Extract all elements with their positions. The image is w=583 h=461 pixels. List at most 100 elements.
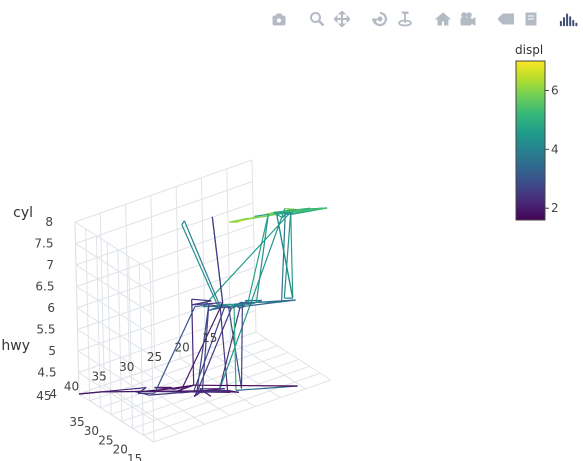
data-line-segment[interactable] [237, 219, 244, 223]
data-line-segment[interactable] [194, 304, 209, 308]
orbit-rotation-button[interactable] [370, 9, 390, 29]
data-line-segment[interactable] [193, 384, 298, 387]
data-line-segment[interactable] [191, 302, 223, 306]
data-line-segment[interactable] [233, 304, 237, 391]
data-line-segment[interactable] [179, 302, 224, 394]
plotly-logo-icon [559, 13, 578, 27]
data-line-segment[interactable] [208, 304, 221, 307]
hwy-tick-label: 25 [147, 350, 162, 364]
home-icon [435, 12, 451, 26]
colorbar: displ 2 4 6 [515, 43, 559, 221]
pan-icon [334, 11, 350, 27]
data-line-segment[interactable] [181, 220, 185, 225]
data-line-segment[interactable] [202, 211, 292, 308]
hwy-tick-label: 40 [64, 379, 79, 393]
grid-line [132, 365, 310, 429]
cyl-tick-label: 8 [45, 215, 53, 229]
grid-line [75, 181, 253, 244]
y-tick-label: 35 [69, 415, 84, 429]
grid-line [75, 264, 152, 314]
turntable-rotation-icon [398, 11, 412, 27]
data-line-segment[interactable] [196, 389, 228, 394]
grid-line [74, 159, 253, 223]
grid-line [104, 384, 180, 434]
hwy-tick-label: 30 [119, 360, 134, 374]
data-line-segment[interactable] [196, 307, 232, 393]
colorbar-title: displ [515, 43, 543, 57]
hwy-tick-label: 35 [92, 370, 107, 384]
tag-button[interactable] [496, 9, 516, 29]
data-line-segment[interactable] [244, 299, 249, 303]
grid-line [76, 307, 153, 357]
data-line-segment[interactable] [276, 214, 294, 299]
orbit-rotation-icon [372, 11, 388, 27]
data-line-segment[interactable] [228, 303, 243, 307]
colorbar-tick-label: 4 [551, 142, 559, 156]
data-line-segment[interactable] [193, 392, 198, 397]
data-line-segment[interactable] [183, 220, 221, 307]
movie-camera-icon [460, 12, 476, 26]
data-line-segment[interactable] [240, 304, 243, 389]
data-line-segment[interactable] [154, 306, 196, 394]
y-tick-label: 15 [127, 452, 142, 461]
grid-line [78, 331, 257, 395]
grid-line [255, 331, 332, 381]
grid-line [76, 224, 254, 287]
data-line-segment[interactable] [247, 214, 269, 303]
camera-icon [272, 13, 286, 26]
grid-line [75, 243, 151, 292]
cyl-tick-label: 7 [46, 258, 54, 272]
camera-button[interactable] [269, 9, 289, 29]
data-line-segment[interactable] [170, 386, 175, 390]
data-line-segment[interactable] [283, 212, 292, 299]
data-line-segment[interactable] [220, 305, 232, 309]
plotly-logo-button[interactable] [559, 9, 579, 29]
colorbar-gradient [515, 60, 546, 221]
y-tick-label: 20 [113, 443, 128, 457]
cyl-tick-label: 6 [47, 301, 55, 315]
data-line-segment[interactable] [174, 384, 194, 390]
colorbar-tick-label: 6 [551, 83, 559, 97]
data-line-segment[interactable] [290, 209, 305, 213]
tag-icon [498, 13, 514, 25]
zoom-icon [310, 12, 325, 27]
data-line-segment[interactable] [255, 214, 269, 303]
pan-button[interactable] [332, 9, 352, 29]
modebar [269, 8, 579, 30]
hwy-tick-label: 45 [36, 389, 51, 403]
grid-line [77, 267, 255, 330]
data-line-segment[interactable] [281, 214, 286, 303]
data-line-segment[interactable] [218, 307, 241, 391]
data-line-segment[interactable] [196, 304, 210, 393]
data-line-segment[interactable] [201, 304, 210, 391]
data-line-segment[interactable] [78, 391, 102, 395]
grid-line [143, 372, 321, 436]
data-line-segment[interactable] [276, 213, 283, 219]
grid-line [75, 202, 254, 266]
data-line-segment[interactable] [191, 298, 212, 302]
data-line-segment[interactable] [219, 306, 229, 391]
data-line-segment[interactable] [254, 213, 269, 217]
data-line-segment[interactable] [229, 217, 249, 223]
turntable-rotation-button[interactable] [395, 9, 415, 29]
zoom-button[interactable] [307, 9, 327, 29]
y-tick-label: 25 [98, 433, 113, 447]
data-line-segment[interactable] [218, 208, 286, 391]
data-line-segment[interactable] [101, 390, 203, 393]
grid-line [78, 393, 155, 443]
data-line-segment[interactable] [181, 224, 218, 305]
grid-line [76, 286, 152, 335]
data-line-segment[interactable] [250, 301, 257, 305]
home-button[interactable] [433, 9, 453, 29]
data-line-segment[interactable] [304, 207, 328, 211]
cyl-tick-label: 7.5 [34, 237, 53, 251]
book-button[interactable] [521, 9, 541, 29]
data-line-segment[interactable] [290, 212, 294, 299]
movie-camera-button[interactable] [458, 9, 478, 29]
3d-scene[interactable]: 44.555.566.577.5845403530252015353025201… [1, 159, 332, 461]
data-line-segment[interactable] [211, 216, 224, 303]
grid-line [77, 329, 153, 378]
data-line-segment[interactable] [235, 385, 298, 391]
data-line-segment[interactable] [137, 387, 147, 394]
